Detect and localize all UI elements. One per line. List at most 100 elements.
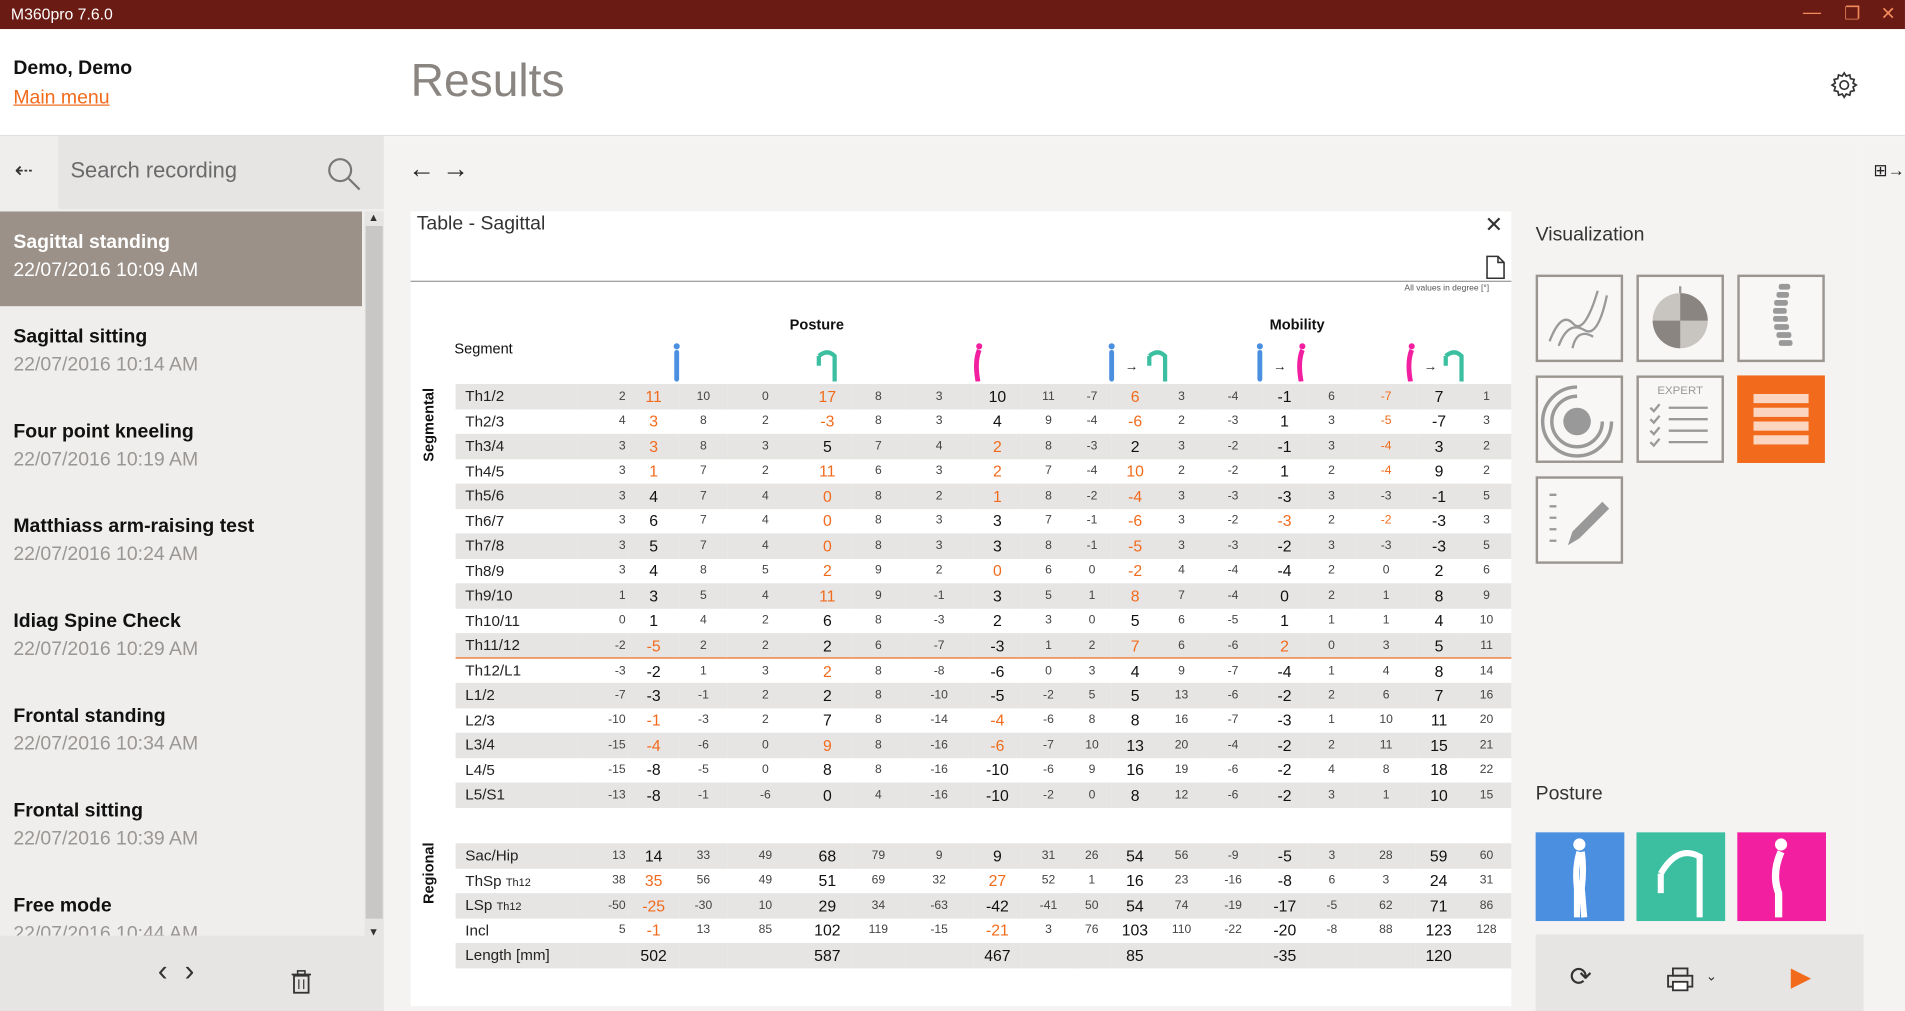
posture-standing-tile[interactable] [1535,832,1625,922]
cell-value: -3 [1277,511,1292,531]
cell-value: 6 [1355,682,1417,708]
mobility-standing-icon [1108,343,1115,382]
spine-curve-tile[interactable] [1535,274,1624,363]
prev-recording-icon[interactable]: ‹ [157,955,168,988]
cell-value: 7 [851,433,906,459]
back-arrow-icon[interactable]: ← [408,153,435,184]
segment-name: Th4/5 [465,462,505,480]
cell-value: 0 [727,383,804,409]
recording-list: Sagittal standing 22/07/2016 10:09 AM Sagi… [0,211,363,936]
scrollbar-thumb[interactable] [365,226,383,919]
cell-value: -50 [577,893,629,919]
scroll-down-icon[interactable]: ▼ [368,925,379,939]
segment-label: Segment [454,340,513,358]
cell-value: -63 [905,893,974,919]
recording-item[interactable]: Frontal standing 22/07/2016 10:34 AM [0,685,362,780]
segment-name: Th1/2 [455,383,578,409]
rings-tile[interactable] [1535,375,1624,463]
cell-value: 8 [1088,713,1096,727]
cell-value: 8 [679,433,728,459]
cell-value: 2 [1483,464,1490,478]
cell-value: 52 [1041,873,1056,888]
cell-value: -7 [905,633,974,659]
cell-value: 1 [1355,782,1417,808]
cell-value: 5 [762,564,769,578]
posture-extension-tile[interactable] [1737,832,1826,922]
cell-value: 0 [1088,564,1096,578]
length-row: Length [mm] 502 587 467 [455,942,1076,968]
minimize-icon[interactable]: — [1802,2,1822,24]
table-row: Th11/12 -2 -5 2 2 2 6 -7 -3 1 [455,633,1076,659]
cell-value: 2 [1307,732,1356,758]
cell-value: 9 [874,564,882,578]
table-tile[interactable] [1737,375,1825,463]
cell-value: 3 [905,533,974,559]
cell-value: -5 [1227,613,1239,628]
recording-item[interactable]: Four point kneeling 22/07/2016 10:19 AM [0,401,362,496]
cell-value: 5 [803,433,852,459]
recording-item[interactable]: Sagittal standing 22/07/2016 10:09 AM [0,211,363,307]
pie-tile[interactable] [1636,274,1724,363]
length-value: -35 [1262,942,1308,968]
table-row: Th8/9 3 4 8 5 2 9 2 0 6 [456,558,1076,583]
spine-tile[interactable] [1737,274,1825,363]
table-row: ThSp Th12 38 35 56 49 51 69 32 27 52 [456,868,1076,893]
mobility-header: Mobility [1269,315,1325,333]
main-menu-link[interactable]: Main menu [13,87,110,109]
cell-value: 3 [649,412,659,431]
play-icon[interactable]: ▶ [1790,961,1812,992]
cell-value: 2 [762,414,769,429]
search-input[interactable] [70,157,314,184]
recording-item[interactable]: Matthiass arm-raising test 22/07/2016 10:… [0,496,362,591]
search-icon[interactable] [326,156,362,192]
app-title: M360pro 7.6.0 [10,4,113,24]
cell-value: 7 [1111,633,1159,659]
cell-value: 1 [1280,462,1289,481]
forward-arrow-icon[interactable]: → [442,153,469,184]
chevron-down-icon[interactable]: ⌄ [1705,969,1717,985]
cell-value: -8 [646,760,661,780]
cell-value: -5 [973,682,1022,708]
collapse-sidebar-icon[interactable]: ⇠ [14,157,33,183]
mobility-segmental-table: -7 6 3 -4 -1 6 -7 7 1 -4 -6 2 -3 1 3 -5 -7 3 -3 2 3 -2 -1 3 -4 3 2… [1072,383,1512,808]
cell-value: -41 [1021,893,1076,919]
export-icon[interactable] [1485,255,1507,280]
close-panel-icon[interactable]: ✕ [1484,212,1503,237]
cell-value: 22 [1479,763,1494,777]
cell-value: 0 [1307,633,1356,659]
trash-icon[interactable] [291,970,312,994]
cell-value: 3 [1483,514,1490,528]
notes-tile[interactable] [1535,476,1624,564]
cell-value: 0 [1382,564,1390,578]
cell-value: 3 [762,664,769,678]
scrollbar[interactable]: ▲ ▼ [364,211,384,939]
print-icon[interactable] [1667,966,1694,993]
refresh-icon[interactable]: ⟳ [1569,961,1593,992]
cell-value: 8 [1130,711,1140,730]
recording-item[interactable]: Idiag Spine Check 22/07/2016 10:29 AM [0,591,362,686]
cell-value: 2 [803,682,852,708]
scroll-up-icon[interactable]: ▲ [368,211,379,224]
restore-icon[interactable]: ❐ [1844,3,1861,25]
table-row: 8 8 16 -7 -3 1 10 11 20 [1073,708,1512,733]
recording-item[interactable]: Free mode 22/07/2016 10:44 AM [0,875,362,936]
table-row: 10 13 20 -4 -2 2 11 15 21 [1072,732,1512,758]
expert-tile[interactable]: EXPERT [1636,375,1724,463]
cell-value: 19 [1174,763,1189,777]
recording-item[interactable]: Frontal sitting 22/07/2016 10:39 AM [0,780,362,875]
next-recording-icon[interactable]: › [184,955,195,988]
cell-value: 11 [1430,711,1448,730]
cell-value: 4 [700,613,707,628]
cell-value: -4 [1204,383,1262,409]
table-row: Th7/8 3 5 7 4 0 8 3 3 8 [455,533,1076,559]
cell-value: 1 [649,462,659,481]
gear-icon[interactable] [1830,70,1859,99]
cell-value: -21 [986,921,1009,940]
expand-panel-icon[interactable]: ⊞→ [1873,160,1905,180]
posture-flexion-tile[interactable] [1636,832,1726,922]
close-window-icon[interactable]: ✕ [1880,3,1896,25]
recording-item[interactable]: Sagittal sitting 22/07/2016 10:14 AM [0,306,362,401]
cell-value: 3 [1045,613,1052,628]
cell-value: 6 [1158,633,1205,659]
length-value: 502 [628,942,680,968]
